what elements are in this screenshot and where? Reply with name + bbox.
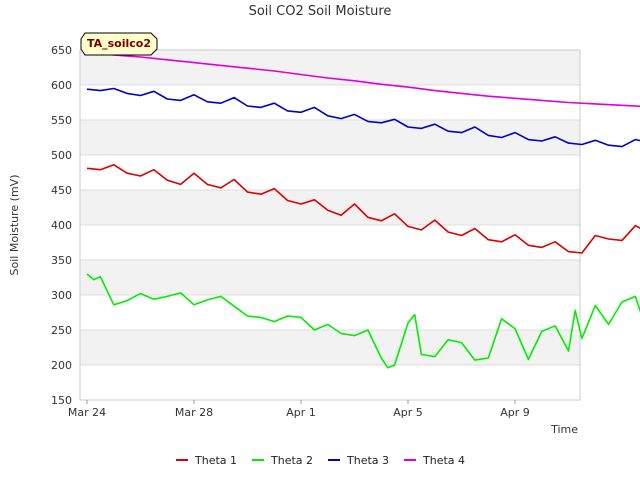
legend-label: Theta 2 (270, 454, 313, 467)
series-line-theta-3 (86, 87, 640, 148)
x-axis-label: Time (550, 423, 578, 436)
plot-band (80, 120, 580, 155)
x-axis: Mar 24 Mar 28 Apr 1 Apr 5 Apr 9 (68, 400, 530, 419)
x-tick-label: Mar 28 (175, 406, 213, 419)
x-tick-label: Apr 9 (500, 406, 530, 419)
site-tag-box (80, 32, 158, 56)
y-axis-label: Soil Moisture (mV) (8, 175, 21, 276)
legend: Theta 1 Theta 2 Theta 3 Theta 4 (176, 454, 465, 467)
plot-band (80, 50, 580, 85)
x-tick-label: Apr 5 (393, 406, 423, 419)
chart-title: Soil CO2 Soil Moisture (249, 4, 392, 19)
plot-band (80, 190, 580, 225)
plot-band (80, 260, 580, 295)
legend-label: Theta 4 (422, 454, 465, 467)
y-tick-label: 250 (51, 324, 72, 337)
y-tick-label: 400 (51, 219, 72, 232)
plot-band (80, 330, 580, 365)
x-tick-label: Apr 1 (286, 406, 316, 419)
y-tick-label: 500 (51, 149, 72, 162)
y-tick-label: 350 (51, 254, 72, 267)
series-layer (86, 51, 640, 369)
y-tick-label: 650 (51, 44, 72, 57)
y-tick-label: 200 (51, 359, 72, 372)
y-tick-label: 450 (51, 184, 72, 197)
plot-frame (79, 49, 581, 401)
y-tick-label: 600 (51, 79, 72, 92)
y-tick-label: 550 (51, 114, 72, 127)
y-axis: 150 200 250 300 350 400 450 500 550 600 650 (51, 44, 72, 407)
y-tick-label: 300 (51, 289, 72, 302)
x-tick-label: Mar 24 (68, 406, 106, 419)
legend-label: Theta 1 (194, 454, 237, 467)
series-line-theta-1 (86, 164, 640, 254)
legend-label: Theta 3 (346, 454, 389, 467)
series-line-theta-4 (86, 51, 640, 108)
y-tick-label: 150 (51, 394, 72, 407)
series-line-theta-2 (86, 273, 640, 369)
site-tag-label: TA_soilco2 (87, 37, 151, 50)
site-tag: TA_soilco2 (80, 32, 158, 56)
